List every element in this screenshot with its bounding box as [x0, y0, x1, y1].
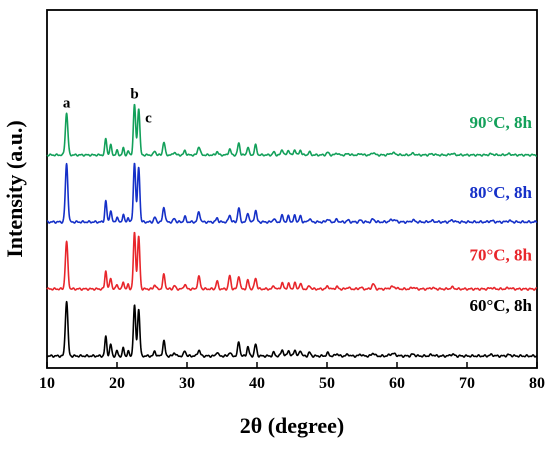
x-tick-label: 70: [459, 375, 475, 392]
series-line-0: [46, 300, 538, 358]
x-tick-label: 80: [529, 375, 545, 392]
x-tick-label: 20: [109, 375, 125, 392]
plot-frame: [46, 9, 538, 369]
x-tick-label: 30: [179, 375, 195, 392]
y-axis-title: Intensity (a.u.): [2, 120, 27, 258]
series-label-3: 90°C, 8h: [469, 113, 532, 132]
x-tick-label: 60: [389, 375, 405, 392]
series-line-1: [46, 231, 538, 291]
x-tick-label: 40: [249, 375, 265, 392]
peak-label-c: c: [145, 110, 152, 126]
x-axis-ticks: 10 20 30 40 50 60 70 80: [39, 362, 545, 392]
x-axis-title: 2θ (degree): [240, 413, 345, 438]
x-tick-label: 10: [39, 375, 55, 392]
series-label-2: 80°C, 8h: [469, 183, 532, 202]
series-line-2: [46, 162, 538, 224]
peak-label-b: b: [130, 86, 138, 102]
series-label-1: 70°C, 8h: [469, 246, 532, 265]
series-label-0: 60°C, 8h: [469, 296, 532, 315]
x-tick-label: 50: [319, 375, 335, 392]
series-labels: 60°C, 8h 70°C, 8h 80°C, 8h 90°C, 8h: [469, 113, 532, 315]
peak-label-a: a: [63, 95, 71, 111]
series-line-3: [46, 103, 538, 157]
series-layer: [46, 103, 538, 358]
peak-labels: a bc: [63, 86, 152, 126]
